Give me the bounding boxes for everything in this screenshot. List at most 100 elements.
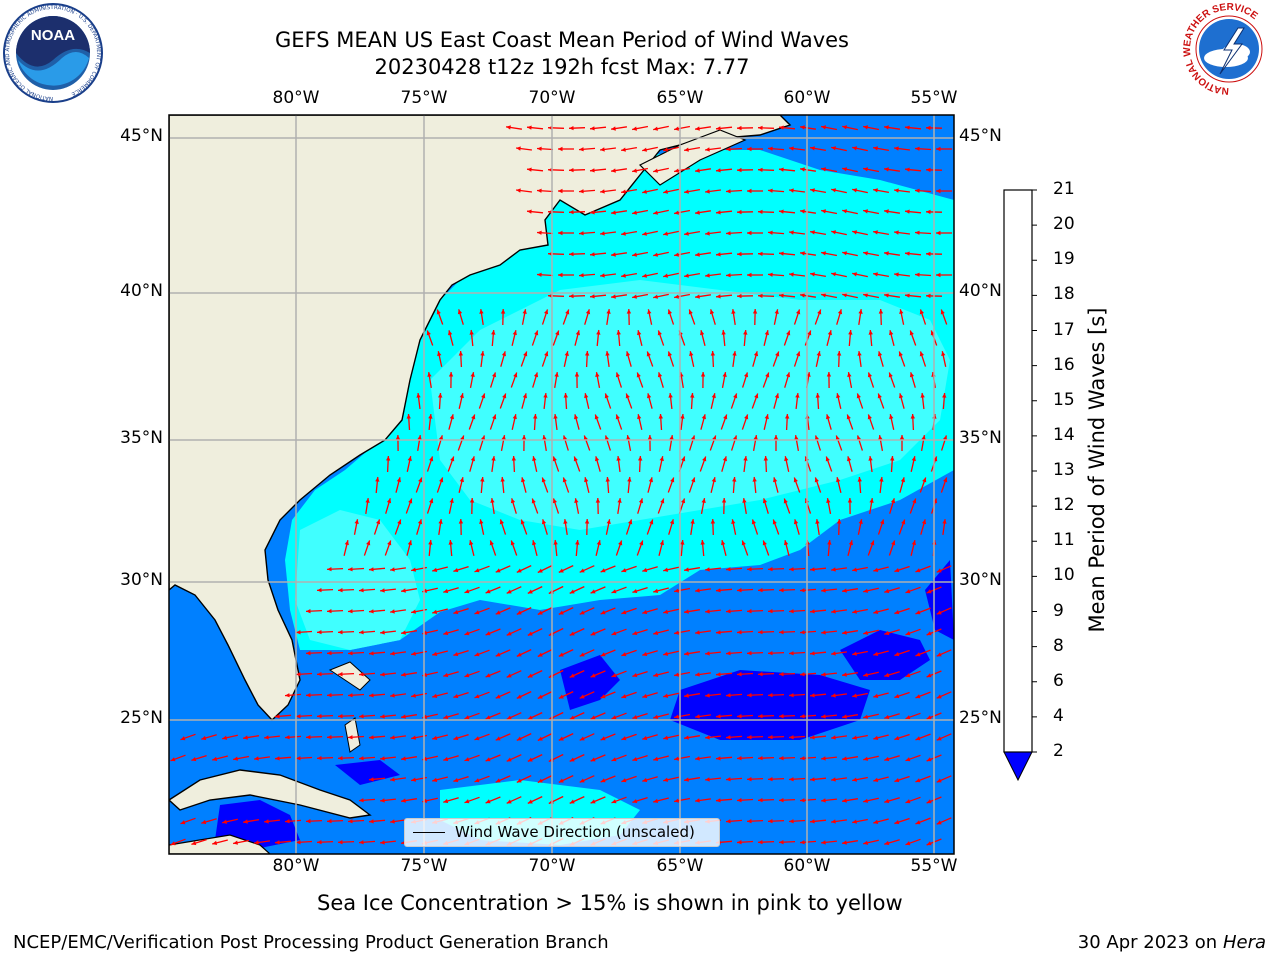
arrow-head [796,351,801,357]
arrow-head [663,609,669,614]
arrow-head [658,414,663,419]
arrow-head [695,252,700,257]
arrow-head [579,778,585,783]
arrow-head [380,840,385,845]
arrow-head [464,589,470,594]
arrow-head [789,188,794,193]
arrow-head [878,309,884,314]
arrow-head [637,414,642,420]
arrow-head [785,372,791,378]
arrow-head [915,652,921,657]
arrow-head [428,414,433,419]
arrow-head [867,372,872,378]
arrow-head [821,209,826,214]
arrow-head [716,798,721,803]
arrow-head [537,778,543,783]
arrow-head [842,209,847,214]
arrow-head [600,694,606,699]
arrow-head [327,567,332,572]
arrow-head [800,630,805,635]
arrow-head [789,272,794,277]
arrow-head [516,146,521,151]
arrow-head [915,568,921,573]
noaa-wordmark: NOAA [31,27,75,44]
arrow-head [170,841,176,846]
arrow-head [674,294,679,299]
arrow-head [737,672,742,677]
arrow-head [842,756,847,761]
arrow-head [348,609,353,614]
arrow-head [726,231,731,236]
colorbar-tick-label: 15 [1053,389,1075,410]
arrow-head [642,273,647,278]
arrow-head [275,840,280,845]
arrow-head [590,210,595,215]
arrow-head [919,309,924,315]
arrow-head [492,414,497,420]
arrow-head [401,630,406,635]
arrow-head [443,588,449,594]
arrow-head [595,456,600,462]
arrow-head [915,778,921,783]
arrow-head [516,652,522,657]
arrow-head [894,736,900,741]
arrow-head [427,372,432,377]
arrow-head [527,673,533,678]
arrow-head [873,188,878,193]
arrow-head [894,652,900,657]
arrow-head [222,819,228,824]
lon-label-top-60w: 60°W [783,88,831,108]
arrow-head [779,167,784,172]
arrow-head [611,168,616,173]
arrow-head [380,630,385,635]
arrow-head [684,651,689,656]
noaa-logo: NOAA NATIONAL OCEANIC AND ATMOSPHERIC AD… [3,3,103,103]
arrow-head [815,393,820,398]
arrow-head [905,125,910,130]
arrow-head [317,630,322,635]
arrow-head [936,736,942,741]
arrow-head [942,393,947,398]
arrow-head [674,126,679,131]
arrow-head [617,498,622,503]
arrow-head [621,610,627,615]
arrow-head [856,393,861,399]
arrow-head [500,477,505,482]
arrow-head [752,309,758,314]
arrow-head [275,756,280,761]
arrow-head [516,778,522,783]
arrow-head [480,477,485,482]
arrow-head [439,477,444,483]
arrow-head [732,351,737,356]
arrow-head [201,735,207,741]
arrow-head [915,820,921,825]
arrow-head [774,309,779,314]
arrow-head [936,820,942,825]
arrow-head [894,694,900,699]
arrow-head [637,330,642,336]
arrow-head [464,631,470,636]
arrow-head [737,630,742,635]
arrow-head [495,568,501,573]
arrow-head [537,230,542,235]
arrow-head [753,435,758,440]
arrow-head [894,146,899,151]
arrow-head [616,456,621,461]
arrow-head [401,798,406,803]
arrow-head [338,630,343,635]
arrow-head [848,330,853,335]
arrow-head [453,568,459,573]
arrow-head [390,567,395,572]
arrow-head [558,146,563,152]
arrow-head [926,841,932,846]
arrow-head [800,840,805,845]
arrow-head [709,309,715,315]
arrow-head [611,252,616,257]
arrow-head [779,630,784,635]
arrow-head [700,372,706,377]
arrow-head [432,567,438,572]
arrow-head [569,168,574,173]
arrow-head [768,819,773,824]
arrow-head [595,372,600,377]
arrow-head [884,714,890,720]
